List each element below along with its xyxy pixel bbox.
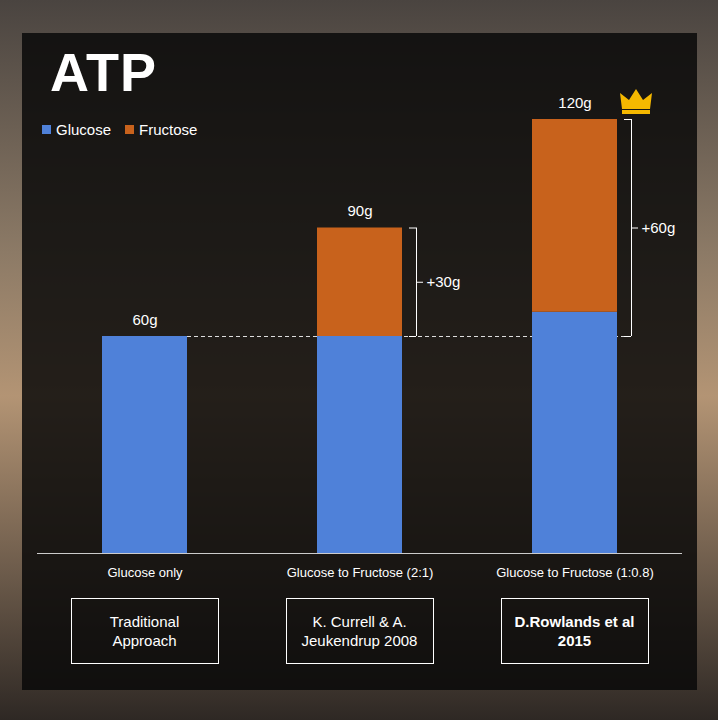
svg-text:+60g: +60g [642,219,676,236]
html-text:Traditional Approach: Traditional Approach [109,613,180,649]
svg-text:Glucose only: Glucose only [107,565,183,580]
html-text:Glucose: Glucose [56,121,111,138]
svg-text:Glucose to Fructose (1:0.8): Glucose to Fructose (1:0.8) [496,565,654,580]
html-text:ATP: ATP [50,42,157,102]
svg-text:Glucose to Fructose (2:1): Glucose to Fructose (2:1) [287,565,434,580]
html-text:Fructose: Fructose [139,121,198,138]
svg-text:+30g: +30g [427,273,461,290]
html-text:D.Rowlands et al 2015: D.Rowlands et al 2015 [514,613,635,649]
svg-text:60g: 60g [132,311,157,328]
html-text:K. Currell & A. Jeukendrup 200: K. Currell & A. Jeukendrup 2008 [301,613,418,649]
svg-text:90g: 90g [347,202,372,219]
svg-text:120g: 120g [558,94,591,111]
